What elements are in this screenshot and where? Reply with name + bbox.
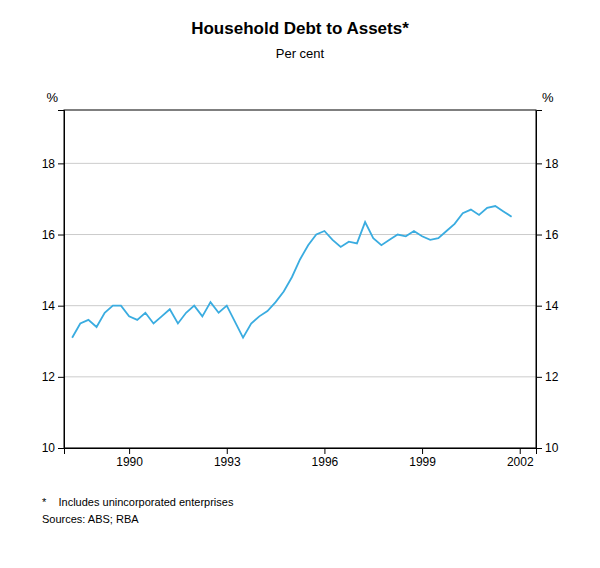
tick-label: 1999	[409, 455, 436, 469]
tick: 14	[536, 299, 559, 313]
tick-label: 1990	[116, 455, 143, 469]
tick-mark	[58, 163, 64, 164]
tick-label: 10	[545, 441, 559, 455]
footnote: Sources: ABS; RBA	[42, 513, 139, 525]
grid-line	[64, 305, 536, 306]
tick-label: 14	[545, 299, 559, 313]
tick: 18	[42, 157, 64, 171]
tick-label: 14	[42, 299, 56, 313]
tick-mark	[536, 306, 542, 307]
tick: 16	[42, 228, 64, 242]
tick-mark	[58, 235, 64, 236]
tick-label: 16	[42, 228, 56, 242]
footnote: * Includes unincorporated enterprises	[42, 496, 234, 508]
y-axis-label: %	[46, 90, 58, 105]
tick-mark	[536, 163, 542, 164]
grid-line	[64, 376, 536, 377]
tick-label: 1993	[214, 455, 241, 469]
tick-mark	[536, 235, 542, 236]
chart: Household Debt to Assets*Per cent1990199…	[0, 0, 600, 568]
y2-axis-label: %	[542, 90, 554, 105]
tick-mark	[536, 377, 542, 378]
tick: 12	[536, 370, 559, 384]
tick: 18	[536, 157, 559, 171]
axis-line	[58, 111, 65, 449]
footnotes: * Includes unincorporated enterprises Sou…	[42, 496, 234, 525]
grid-line	[64, 163, 536, 164]
tick: 16	[536, 228, 559, 242]
tick: 1996	[312, 448, 339, 469]
tick-mark	[227, 448, 228, 454]
tick-label: 18	[545, 157, 559, 171]
grid-line	[64, 234, 536, 235]
title: Household Debt to Assets*	[191, 19, 409, 38]
tick-mark	[520, 448, 521, 454]
tick-label: 12	[545, 370, 559, 384]
tick-mark	[129, 448, 130, 454]
axis-line	[65, 449, 537, 455]
tick-mark	[422, 448, 423, 454]
tick-label: 10	[42, 441, 56, 455]
tick-mark	[58, 306, 64, 307]
tick-label: 18	[42, 157, 56, 171]
tick: 14	[42, 299, 64, 313]
tick: 2002	[507, 448, 534, 469]
tick: 10	[42, 441, 64, 455]
tick-label: 2002	[507, 455, 534, 469]
tick: 10	[536, 441, 559, 455]
tick: 1990	[116, 448, 143, 469]
tick: 1999	[409, 448, 436, 469]
axis-line	[537, 111, 543, 449]
y-axis: 10 12 14 16 18	[42, 111, 65, 456]
tick-label: 1996	[312, 455, 339, 469]
plot-frame	[64, 110, 536, 448]
tick-mark	[58, 448, 64, 449]
tick-label: 16	[545, 228, 559, 242]
tick-label: 12	[42, 370, 56, 384]
line	[72, 206, 511, 338]
plot-area: 1990 1993 1996 1999 2002 10 12 14 16 18 10 12 14 16 18…	[42, 90, 559, 469]
grid	[64, 163, 536, 448]
subtitle: Per cent	[276, 46, 325, 61]
series-group	[72, 206, 511, 338]
tick: 12	[42, 370, 64, 384]
tick-mark	[58, 377, 64, 378]
tick-mark	[536, 448, 542, 449]
y2-axis: 10 12 14 16 18	[536, 111, 559, 456]
tick: 1993	[214, 448, 241, 469]
x-axis: 1990 1993 1996 1999 2002	[65, 448, 537, 469]
tick-mark	[324, 448, 325, 454]
